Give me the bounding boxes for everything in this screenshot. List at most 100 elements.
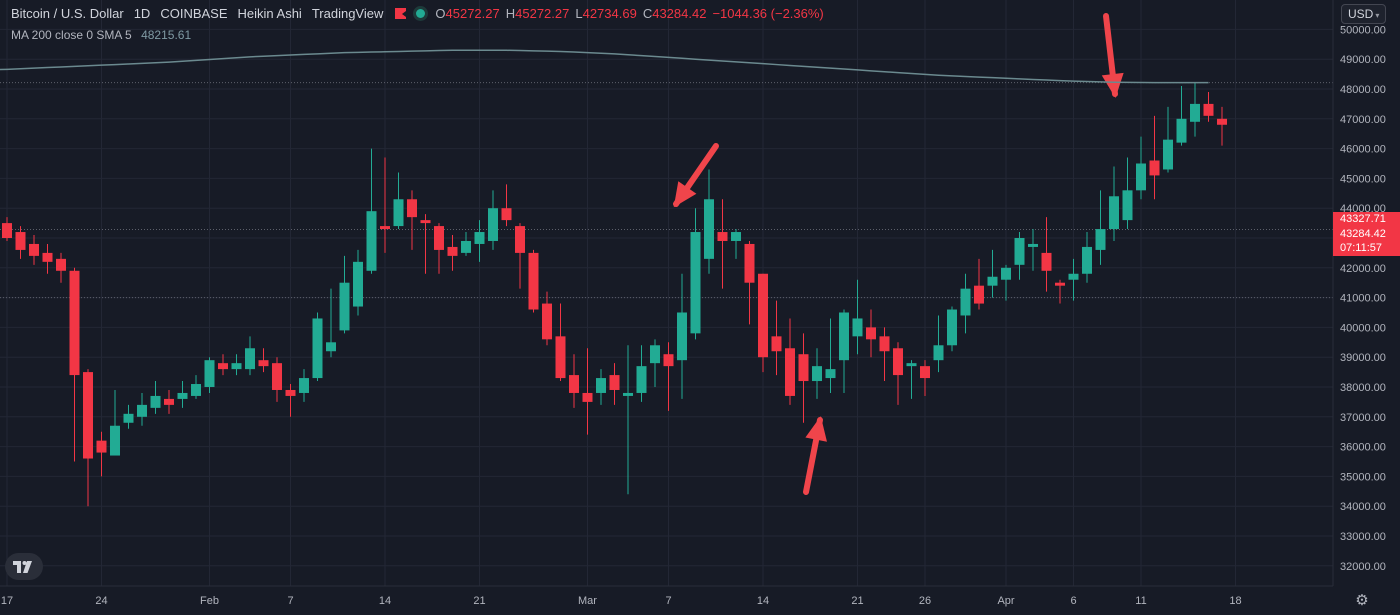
currency-button[interactable]: USD ▾ bbox=[1341, 4, 1387, 24]
candle-body bbox=[15, 232, 26, 250]
candle-body bbox=[150, 395, 161, 408]
candle-body bbox=[1014, 238, 1025, 265]
candle-body bbox=[609, 375, 620, 390]
time-tick-label: 7 bbox=[287, 595, 293, 607]
candle-body bbox=[1203, 103, 1214, 116]
candle-body bbox=[420, 220, 431, 224]
candle-body bbox=[866, 327, 876, 340]
candle-body bbox=[582, 392, 593, 402]
candle-body bbox=[974, 285, 984, 304]
candle-body bbox=[717, 232, 728, 241]
candle-body bbox=[1217, 118, 1227, 125]
time-tick-label: 21 bbox=[851, 595, 863, 607]
change-value: −1044.36 (−2.36%) bbox=[712, 6, 824, 21]
candle-body bbox=[380, 226, 390, 230]
annotation-arrow-apr bbox=[1101, 13, 1124, 98]
flag-icon[interactable] bbox=[395, 8, 407, 19]
price-tick-label: 47000.00 bbox=[1340, 114, 1386, 126]
candle-body bbox=[1136, 163, 1146, 191]
source-label: TradingView bbox=[311, 6, 384, 21]
candle-body bbox=[56, 258, 66, 271]
candle-body bbox=[771, 336, 782, 352]
time-tick-label: 17 bbox=[1, 595, 13, 607]
candle-body bbox=[704, 199, 714, 259]
candle-body bbox=[488, 208, 498, 241]
price-tick-label: 34000.00 bbox=[1340, 501, 1386, 513]
price-tick-label: 40000.00 bbox=[1340, 322, 1386, 334]
time-tick-label: 26 bbox=[919, 595, 931, 607]
ma-legend[interactable]: MA 200 close 0 SMA 5 48215.61 bbox=[11, 28, 191, 42]
candle-body bbox=[299, 378, 309, 393]
price-tag-last: 43284.42 bbox=[1333, 227, 1400, 242]
candle-body bbox=[1122, 190, 1133, 221]
price-tick-label: 37000.00 bbox=[1340, 412, 1386, 424]
candle-body bbox=[690, 232, 701, 334]
candle-body bbox=[1095, 229, 1106, 250]
candle-body bbox=[542, 303, 552, 340]
candle-body bbox=[326, 342, 336, 352]
candle-body bbox=[1028, 243, 1038, 247]
candle-body bbox=[1041, 252, 1052, 271]
price-tick-label: 49000.00 bbox=[1340, 54, 1386, 66]
price-tick-label: 39000.00 bbox=[1340, 352, 1386, 364]
time-tick-label: 14 bbox=[757, 595, 769, 607]
candle-body bbox=[137, 404, 147, 417]
candle-body bbox=[123, 413, 134, 423]
candle-body bbox=[812, 366, 822, 382]
candle-body bbox=[1176, 118, 1187, 143]
candle-body bbox=[501, 208, 512, 221]
candle-body bbox=[677, 312, 687, 361]
gear-icon[interactable]: ⚙ bbox=[1355, 592, 1369, 609]
candle-body bbox=[839, 312, 849, 361]
annotation-arrow-mar bbox=[673, 143, 719, 208]
candle-body bbox=[164, 398, 174, 405]
candle-body bbox=[42, 252, 53, 262]
time-tick-label: Feb bbox=[200, 595, 219, 607]
price-tick-label: 45000.00 bbox=[1340, 173, 1386, 185]
close-value: 43284.42 bbox=[652, 6, 707, 21]
candle-body bbox=[650, 345, 660, 364]
candle-body bbox=[798, 354, 809, 382]
candle-body bbox=[339, 282, 350, 331]
candle-body bbox=[272, 363, 282, 390]
price-tick-label: 46000.00 bbox=[1340, 144, 1386, 156]
tradingview-logo-icon[interactable] bbox=[5, 553, 43, 580]
price-tick-label: 42000.00 bbox=[1340, 263, 1386, 275]
candle-body bbox=[893, 348, 903, 376]
time-tick-label: 7 bbox=[665, 595, 671, 607]
exchange-label: COINBASE bbox=[160, 6, 228, 21]
candle-body bbox=[960, 288, 971, 316]
arrow-head bbox=[1101, 72, 1124, 98]
symbol-name[interactable]: Bitcoin / U.S. Dollar bbox=[11, 6, 124, 21]
candle-body bbox=[447, 246, 458, 256]
candle-body bbox=[204, 360, 215, 387]
candle-body bbox=[1163, 139, 1173, 170]
currency-label: USD bbox=[1348, 7, 1374, 21]
candle-body bbox=[555, 336, 566, 379]
high-label: H bbox=[505, 6, 516, 21]
dot-icon bbox=[416, 9, 426, 18]
candle-body bbox=[245, 348, 255, 370]
candle-body bbox=[2, 223, 12, 238]
candle-body bbox=[1068, 273, 1079, 280]
time-tick-label: Apr bbox=[997, 595, 1014, 607]
candle-body bbox=[393, 199, 404, 227]
candle-body bbox=[461, 240, 471, 253]
time-tick-label: 14 bbox=[379, 595, 391, 607]
time-tick-label: 21 bbox=[473, 595, 485, 607]
candle-body bbox=[906, 363, 917, 367]
time-tick-label: 24 bbox=[95, 595, 107, 607]
annotation-arrow-low bbox=[803, 416, 827, 495]
open-label: O bbox=[435, 6, 446, 21]
candle-body bbox=[785, 348, 795, 396]
candle-body bbox=[1082, 246, 1092, 274]
interval-label[interactable]: 1D bbox=[133, 6, 151, 21]
candle-body bbox=[434, 226, 444, 250]
candle-body bbox=[83, 372, 93, 459]
arrow-head bbox=[805, 416, 827, 442]
candle-body bbox=[933, 345, 944, 361]
price-tick-label: 32000.00 bbox=[1340, 561, 1386, 573]
candle-body bbox=[879, 336, 890, 352]
candle-body bbox=[758, 273, 768, 358]
